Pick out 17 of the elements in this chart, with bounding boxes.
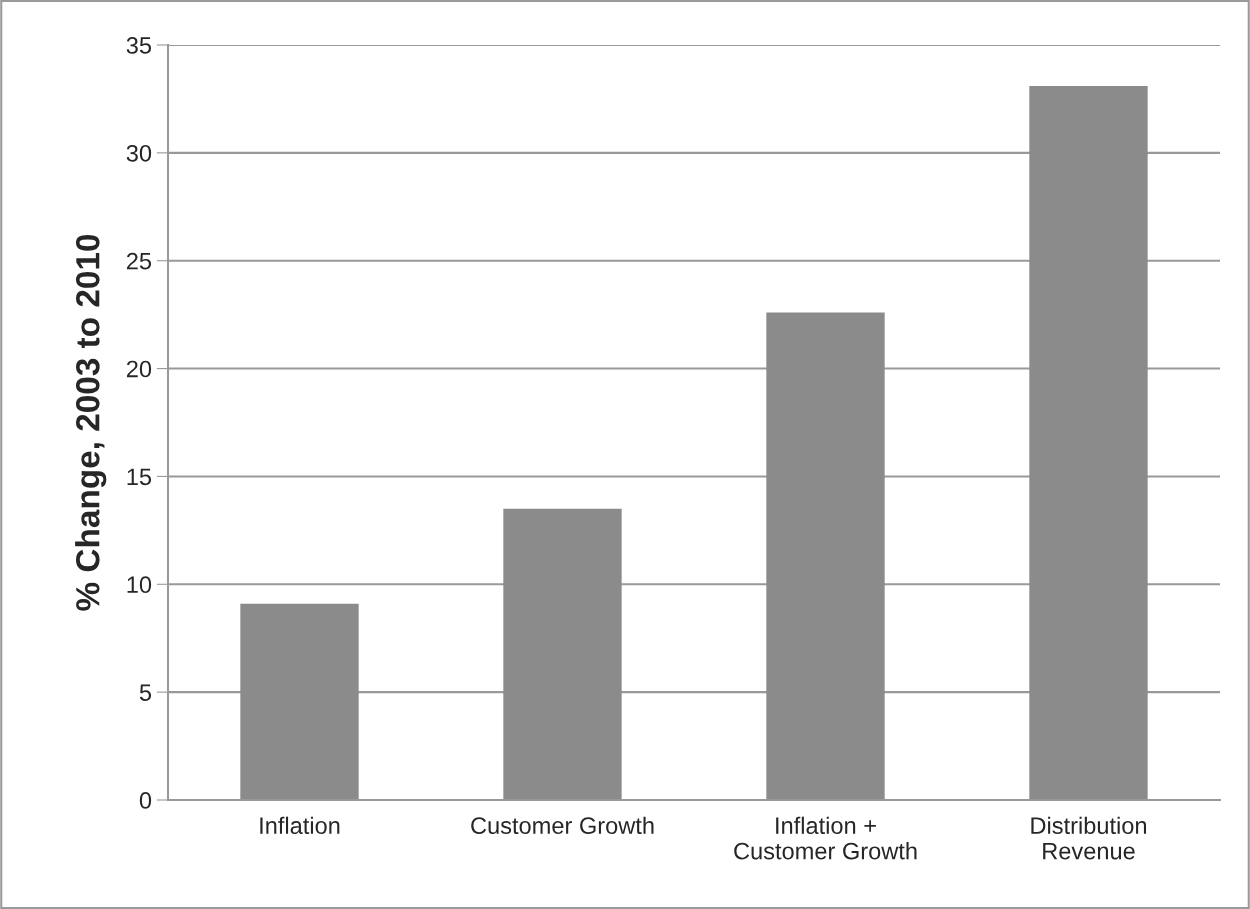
y-axis-title: % Change, 2003 to 2010: [75, 234, 107, 611]
y-tick-label: 30: [126, 144, 152, 162]
y-tick-label: 25: [126, 252, 152, 270]
x-tick-label: Distribution Revenue: [1031, 816, 1147, 860]
bar: [1029, 85, 1148, 800]
y-tick-label: 20: [126, 360, 152, 378]
y-tick-label: 15: [127, 468, 152, 486]
y-tick-label: 10: [127, 576, 152, 594]
x-tick-label: Inflation: [260, 816, 340, 835]
bar: [240, 603, 359, 800]
bar: [766, 312, 885, 800]
x-tick-label: Inflation + Customer Growth: [734, 816, 917, 860]
y-tick-label: 5: [139, 684, 152, 701]
y-tick-label: 0: [139, 792, 152, 809]
bar: [503, 508, 622, 800]
x-tick-label: Customer Growth: [471, 816, 654, 835]
y-tick-label: 35: [126, 37, 152, 54]
